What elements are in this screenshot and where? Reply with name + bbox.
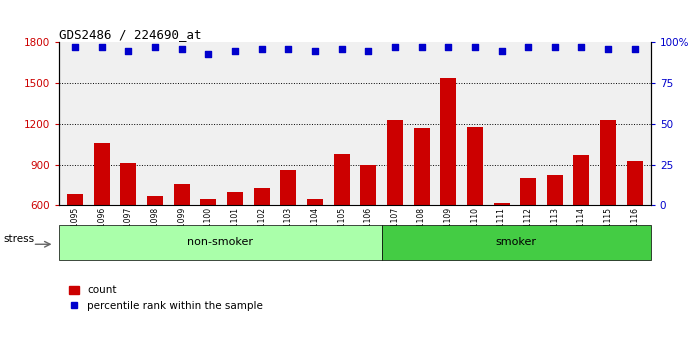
Point <box>363 48 374 53</box>
Point <box>416 45 427 50</box>
Point <box>256 46 267 52</box>
Bar <box>574 155 590 205</box>
Bar <box>174 184 190 205</box>
Bar <box>413 128 429 205</box>
Point <box>469 45 480 50</box>
Bar <box>59 225 381 260</box>
Bar <box>493 202 509 205</box>
Bar <box>94 143 110 205</box>
Bar <box>120 163 136 205</box>
Text: smoker: smoker <box>496 238 537 247</box>
Point <box>203 51 214 57</box>
Bar <box>627 161 643 205</box>
Point <box>96 45 107 50</box>
Text: stress: stress <box>3 234 34 244</box>
Point <box>629 46 640 52</box>
Point <box>523 45 534 50</box>
Point <box>176 46 187 52</box>
Bar <box>254 188 269 205</box>
Point <box>336 46 347 52</box>
Point <box>496 48 507 53</box>
Text: GDS2486 / 224690_at: GDS2486 / 224690_at <box>59 28 202 41</box>
Text: non-smoker: non-smoker <box>187 238 253 247</box>
Point <box>150 45 161 50</box>
Legend: count, percentile rank within the sample: count, percentile rank within the sample <box>64 281 267 315</box>
Point <box>603 46 614 52</box>
Point <box>123 48 134 53</box>
Bar <box>307 199 323 205</box>
Bar <box>280 170 296 205</box>
Bar <box>520 178 536 205</box>
Point <box>443 45 454 50</box>
Bar <box>387 120 403 205</box>
Bar <box>361 165 377 205</box>
Bar <box>381 225 651 260</box>
Bar <box>200 199 216 205</box>
Bar <box>147 196 163 205</box>
Point <box>230 48 241 53</box>
Point <box>576 45 587 50</box>
Bar <box>227 192 243 205</box>
Point <box>310 48 321 53</box>
Point <box>70 45 81 50</box>
Point <box>389 45 400 50</box>
Bar <box>67 194 83 205</box>
Point <box>283 46 294 52</box>
Bar <box>467 127 483 205</box>
Bar <box>547 176 563 205</box>
Point <box>549 45 560 50</box>
Bar <box>600 120 616 205</box>
Bar <box>441 78 456 205</box>
Bar <box>333 154 349 205</box>
